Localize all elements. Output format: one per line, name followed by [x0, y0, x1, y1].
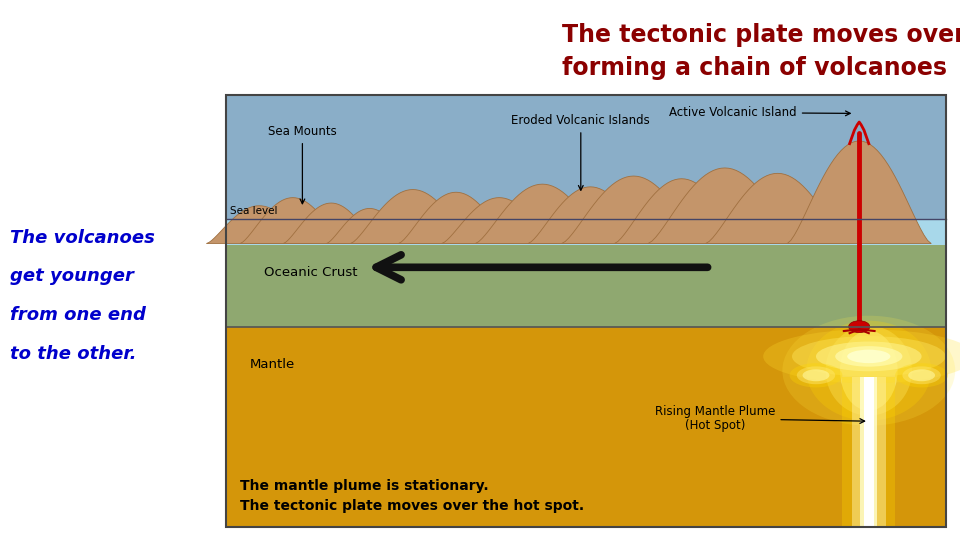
Ellipse shape	[803, 369, 829, 381]
Bar	[226, 94, 946, 219]
Ellipse shape	[848, 350, 891, 363]
Text: The tectonic plate moves over the hot spot.: The tectonic plate moves over the hot sp…	[240, 499, 584, 513]
Bar	[864, 377, 874, 526]
Ellipse shape	[797, 366, 835, 384]
Ellipse shape	[902, 366, 941, 384]
Ellipse shape	[895, 363, 948, 388]
Polygon shape	[706, 173, 850, 244]
Bar	[226, 219, 946, 327]
Text: forming a chain of volcanoes: forming a chain of volcanoes	[562, 56, 947, 79]
Ellipse shape	[782, 316, 955, 426]
Text: Active Volcanic Island: Active Volcanic Island	[669, 106, 851, 119]
Polygon shape	[475, 184, 610, 244]
Polygon shape	[326, 208, 413, 244]
Polygon shape	[562, 176, 706, 244]
Polygon shape	[283, 203, 379, 244]
Text: get younger: get younger	[10, 267, 133, 286]
Bar	[843, 377, 896, 526]
Bar	[226, 327, 946, 526]
Polygon shape	[648, 168, 802, 244]
Text: from one end: from one end	[10, 306, 146, 325]
Polygon shape	[528, 187, 653, 244]
Polygon shape	[240, 198, 346, 244]
Polygon shape	[398, 192, 514, 244]
Ellipse shape	[816, 341, 922, 372]
Text: Eroded Volcanic Islands: Eroded Volcanic Islands	[512, 114, 650, 190]
Ellipse shape	[840, 330, 898, 410]
Text: to the other.: to the other.	[10, 345, 136, 363]
Bar	[226, 219, 946, 245]
Polygon shape	[206, 206, 312, 244]
Text: Sea level: Sea level	[230, 206, 277, 216]
Polygon shape	[614, 179, 749, 244]
Ellipse shape	[792, 336, 946, 377]
Bar	[860, 377, 877, 526]
Polygon shape	[442, 198, 557, 244]
Text: Rising Mantle Plume
(Hot Spot): Rising Mantle Plume (Hot Spot)	[655, 404, 865, 433]
Text: The mantle plume is stationary.: The mantle plume is stationary.	[240, 479, 489, 493]
Ellipse shape	[763, 329, 960, 383]
Text: Sea Mounts: Sea Mounts	[268, 125, 337, 204]
Ellipse shape	[908, 369, 935, 381]
Ellipse shape	[806, 321, 931, 421]
Ellipse shape	[849, 321, 870, 333]
Bar	[852, 377, 886, 526]
Polygon shape	[787, 141, 931, 244]
Bar	[226, 94, 946, 526]
Text: Mantle: Mantle	[250, 358, 295, 371]
Text: The volcanoes: The volcanoes	[10, 228, 155, 247]
Ellipse shape	[789, 363, 843, 388]
Ellipse shape	[835, 346, 902, 367]
Polygon shape	[350, 190, 475, 244]
Text: Oceanic Crust: Oceanic Crust	[264, 266, 357, 279]
Ellipse shape	[826, 326, 912, 416]
Text: The tectonic plate moves over a fixed hotspot: The tectonic plate moves over a fixed ho…	[562, 23, 960, 47]
